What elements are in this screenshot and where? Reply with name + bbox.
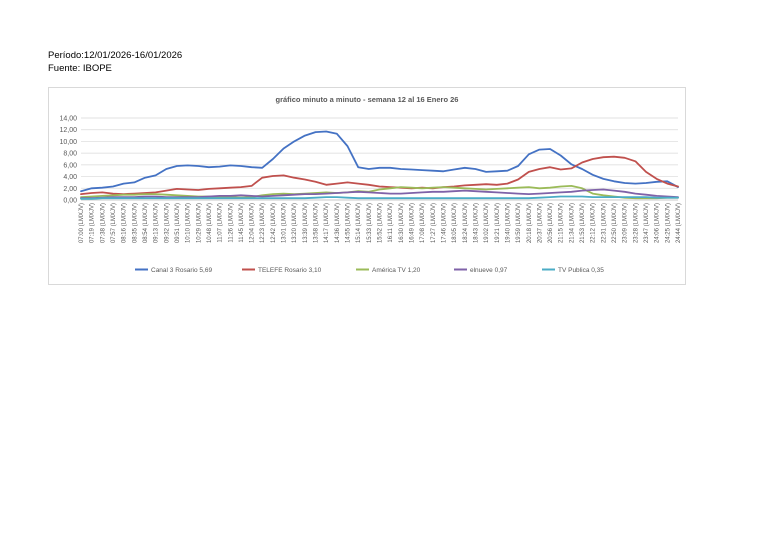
x-tick-label: 17:46 (LMXJV) xyxy=(441,203,447,243)
legend-label-2: TELEFE Rosario 3,10 xyxy=(258,267,322,274)
x-tick-label: 10:29 (LMXJV) xyxy=(196,203,202,243)
legend-label-5: TV Publica 0,35 xyxy=(558,267,604,274)
x-tick-label: 08:54 (LMXJV) xyxy=(143,203,149,243)
y-tick-label: 8,00 xyxy=(63,151,77,158)
x-tick-label: 13:01 (LMXJV) xyxy=(282,203,288,243)
x-tick-label: 21:34 (LMXJV) xyxy=(569,203,575,243)
x-tick-label: 21:53 (LMXJV) xyxy=(580,203,586,243)
x-tick-label: 09:13 (LMXJV) xyxy=(154,203,160,243)
x-tick-label: 19:40 (LMXJV) xyxy=(505,203,511,243)
x-tick-label: 10:10 (LMXJV) xyxy=(186,203,192,243)
x-tick-label: 22:31 (LMXJV) xyxy=(601,203,607,243)
x-tick-label: 07:57 (LMXJV) xyxy=(111,203,117,243)
y-tick-label: 0,00 xyxy=(63,198,77,205)
series-line-1 xyxy=(80,130,679,193)
x-tick-label: 20:37 (LMXJV) xyxy=(537,203,543,243)
x-tick-label: 15:14 (LMXJV) xyxy=(356,203,362,243)
x-tick-label: 24:25 (LMXJV) xyxy=(665,203,671,243)
x-tick-label: 14:36 (LMXJV) xyxy=(335,203,341,243)
x-tick-label: 17:08 (LMXJV) xyxy=(420,203,426,243)
x-tick-label: 24:06 (LMXJV) xyxy=(655,203,661,243)
x-tick-label: 07:00 (LMXJV) xyxy=(79,203,85,243)
x-tick-label: 18:24 (LMXJV) xyxy=(463,203,469,243)
y-tick-label: 14,00 xyxy=(59,116,77,123)
period-label: Período:12/01/2026-16/01/2026 xyxy=(48,50,183,61)
x-tick-label: 09:32 (LMXJV) xyxy=(164,203,170,243)
series-line-5 xyxy=(80,195,679,200)
x-tick-label: 23:47 (LMXJV) xyxy=(644,203,650,243)
y-tick-label: 10,00 xyxy=(59,139,77,146)
x-tick-label: 12:04 (LMXJV) xyxy=(250,203,256,243)
x-tick-label: 07:38 (LMXJV) xyxy=(100,203,106,243)
x-tick-label: 17:27 (LMXJV) xyxy=(431,203,437,243)
x-tick-label: 13:20 (LMXJV) xyxy=(292,203,298,243)
y-tick-label: 2,00 xyxy=(63,186,77,193)
chart-title: gráfico minuto a minuto - semana 12 al 1… xyxy=(275,95,459,104)
line-chart: 0,00 2,00 4,00 6,00 8,00 10,00 12,00 14,00 07:00… xyxy=(59,116,682,275)
x-tick-label: 22:12 (LMXJV) xyxy=(591,203,597,243)
y-tick-label: 4,00 xyxy=(63,174,77,181)
x-tick-label: 13:39 (LMXJV) xyxy=(303,203,309,243)
x-tick-label: 18:05 (LMXJV) xyxy=(452,203,458,243)
x-tick-label: 08:16 (LMXJV) xyxy=(122,203,128,243)
legend-label-3: América TV 1,20 xyxy=(372,267,421,274)
chart-area: gráfico minuto a minuto - semana 12 al 1… xyxy=(48,87,686,285)
x-tick-label: 11:07 (LMXJV) xyxy=(218,203,224,243)
x-tick-label: 20:56 (LMXJV) xyxy=(548,203,554,243)
x-tick-label: 20:18 (LMXJV) xyxy=(527,203,533,243)
x-tick-label: 09:51 (LMXJV) xyxy=(175,203,181,243)
x-tick-label: 08:35 (LMXJV) xyxy=(132,203,138,243)
x-tick-label: 23:09 (LMXJV) xyxy=(623,203,629,243)
x-tick-label: 15:33 (LMXJV) xyxy=(367,203,373,243)
x-tick-label: 19:21 (LMXJV) xyxy=(495,203,501,243)
x-tick-label: 19:59 (LMXJV) xyxy=(516,203,522,243)
x-tick-label: 16:11 (LMXJV) xyxy=(388,203,394,243)
x-tick-label: 21:15 (LMXJV) xyxy=(559,203,565,243)
x-tick-label: 11:26 (LMXJV) xyxy=(228,203,234,243)
x-tick-label: 24:44 (LMXJV) xyxy=(676,203,682,243)
x-tick-label: 07:19 (LMXJV) xyxy=(90,203,96,243)
x-tick-label: 18:43 (LMXJV) xyxy=(473,203,479,243)
series-line-4 xyxy=(80,188,679,200)
x-tick-label: 13:58 (LMXJV) xyxy=(314,203,320,243)
source-label: Fuente: IBOPE xyxy=(48,63,112,74)
x-tick-label: 10:48 (LMXJV) xyxy=(207,203,213,243)
series-line-2 xyxy=(80,155,679,195)
series-line-3 xyxy=(80,185,679,200)
x-tick-label: 22:50 (LMXJV) xyxy=(612,203,618,243)
x-tick-label: 16:30 (LMXJV) xyxy=(399,203,405,243)
legend-label-4: elnueve 0,97 xyxy=(470,267,508,274)
x-tick-label: 14:17 (LMXJV) xyxy=(324,203,330,243)
y-tick-label: 12,00 xyxy=(59,127,77,134)
y-tick-label: 6,00 xyxy=(63,162,77,169)
x-tick-label: 16:49 (LMXJV) xyxy=(409,203,415,243)
x-tick-label: 14:55 (LMXJV) xyxy=(346,203,352,243)
x-tick-label: 12:42 (LMXJV) xyxy=(271,203,277,243)
x-tick-label: 19:02 (LMXJV) xyxy=(484,203,490,243)
x-tick-label: 23:28 (LMXJV) xyxy=(633,203,639,243)
x-tick-label: 11:45 (LMXJV) xyxy=(239,203,245,243)
x-tick-label: 15:52 (LMXJV) xyxy=(378,203,384,243)
x-tick-label: 12:23 (LMXJV) xyxy=(260,203,266,243)
legend-label-1: Canal 3 Rosario 5,69 xyxy=(151,267,212,274)
